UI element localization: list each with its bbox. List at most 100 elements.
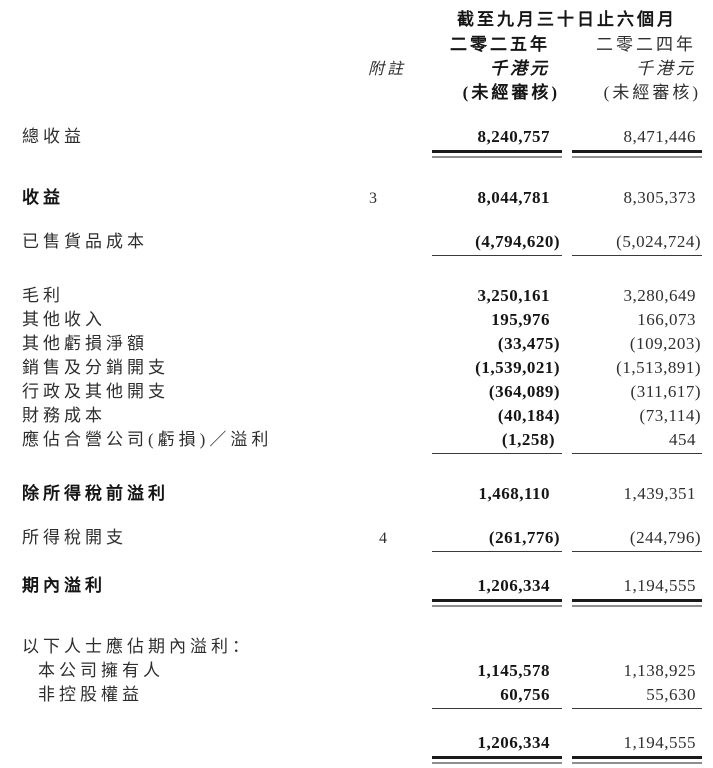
header-audit-row: (未經審核) (未經審核) xyxy=(22,79,702,103)
amount-2025: 8,240,757 xyxy=(477,127,550,147)
rule-spacer xyxy=(355,150,415,158)
table-row: 行政及其他開支 (364,089) (311,617) xyxy=(22,378,702,402)
rule-spacer xyxy=(22,255,355,256)
table-row: 本公司擁有人 1,145,578 1,138,925 xyxy=(22,657,702,681)
amount-2024: 454 xyxy=(669,430,696,450)
row-label: 本公司擁有人 xyxy=(38,661,164,681)
unit-label-2024: 千港元 xyxy=(636,59,696,79)
row-label: 以下人士應佔期內溢利： xyxy=(22,637,253,657)
amount-2024: 55,630 xyxy=(646,685,696,705)
table-row: 期內溢利 1,206,334 1,194,555 xyxy=(22,572,702,596)
amount-2025: (1,258) xyxy=(501,430,555,450)
table-rows: 總收益 8,240,757 8,471,446 收益 3 8,044,781 8,305,3… xyxy=(22,123,702,764)
row-label: 總收益 xyxy=(22,127,85,147)
audit-status-2024: (未經審核) xyxy=(603,83,701,103)
double-rule xyxy=(432,599,562,607)
unit-label-2025: 千港元 xyxy=(490,59,550,79)
row-label: 其他虧損淨額 xyxy=(22,334,148,354)
row-label: 應佔合營公司(虧損)／溢利 xyxy=(22,430,273,450)
row-label: 非控股權益 xyxy=(38,685,143,705)
subtotal-rule-row xyxy=(22,453,702,454)
amount-2025: 3,250,161 xyxy=(477,286,550,306)
double-rule xyxy=(432,150,562,158)
amount-2025: 1,206,334 xyxy=(477,733,550,753)
audit-status-2025: (未經審核) xyxy=(462,83,560,103)
period-title: 截至九月三十日止六個月 xyxy=(457,10,677,30)
single-rule xyxy=(432,255,562,256)
amount-2025: 60,756 xyxy=(500,685,550,705)
rule-spacer xyxy=(22,708,355,709)
header-unit-row: 附註 千港元 千港元 xyxy=(22,55,702,79)
amount-2024: (244,796) xyxy=(629,528,701,548)
double-rule xyxy=(572,150,702,158)
amount-2024: 1,439,351 xyxy=(623,484,696,504)
amount-2025: (364,089) xyxy=(488,382,560,402)
row-label: 其他收入 xyxy=(22,310,106,330)
rule-spacer xyxy=(22,756,355,764)
amount-2024: (311,617) xyxy=(630,382,701,402)
double-rule xyxy=(432,756,562,764)
row-label: 除所得稅前溢利 xyxy=(22,484,169,504)
single-rule xyxy=(432,453,562,454)
table-row: 應佔合營公司(虧損)／溢利 (1,258) 454 xyxy=(22,426,702,450)
amount-2024: (109,203) xyxy=(629,334,701,354)
table-row: 總收益 8,240,757 8,471,446 xyxy=(22,123,702,147)
table-row: 財務成本 (40,184) (73,114) xyxy=(22,402,702,426)
amount-2025: 1,468,110 xyxy=(478,484,550,504)
total-rule-row xyxy=(22,150,702,158)
row-label: 行政及其他開支 xyxy=(22,382,169,402)
double-rule xyxy=(572,599,702,607)
table-row: 非控股權益 60,756 55,630 xyxy=(22,681,702,705)
amount-2025: (1,539,021) xyxy=(475,358,560,378)
single-rule xyxy=(432,551,562,552)
table-row: 所得稅開支 4 (261,776) (244,796) xyxy=(22,524,702,548)
total-rule-row xyxy=(22,756,702,764)
amount-2025: 1,145,578 xyxy=(477,661,550,681)
amount-2025: (33,475) xyxy=(497,334,560,354)
row-note-ref: 3 xyxy=(369,189,377,207)
rule-spacer xyxy=(355,255,415,256)
amount-2025: (261,776) xyxy=(488,528,560,548)
note-column-label: 附註 xyxy=(367,60,406,78)
table-row: 其他收入 195,976 166,073 xyxy=(22,306,702,330)
amount-2024: 3,280,649 xyxy=(623,286,696,306)
row-label: 收益 xyxy=(22,188,64,208)
amount-2024: (1,513,891) xyxy=(616,358,701,378)
row-note-ref: 4 xyxy=(379,529,387,547)
single-rule xyxy=(572,708,702,709)
single-rule xyxy=(572,255,702,256)
single-rule xyxy=(572,551,702,552)
table-row: 除所得稅前溢利 1,468,110 1,439,351 xyxy=(22,480,702,504)
rule-spacer xyxy=(355,599,415,607)
single-rule xyxy=(572,453,702,454)
amount-2025: 1,206,334 xyxy=(477,576,550,596)
amount-2025: (4,794,620) xyxy=(475,232,560,252)
column-year-2025: 二零二五年 xyxy=(450,35,550,55)
rule-spacer xyxy=(22,453,355,454)
row-label: 財務成本 xyxy=(22,406,106,426)
rule-spacer xyxy=(355,756,415,764)
rule-spacer xyxy=(355,708,415,709)
rule-spacer xyxy=(22,551,355,552)
amount-2025: 195,976 xyxy=(491,310,550,330)
table-row: 已售貨品成本 (4,794,620) (5,024,724) xyxy=(22,228,702,252)
row-label: 期內溢利 xyxy=(22,576,106,596)
row-label: 毛利 xyxy=(22,286,64,306)
amount-2024: (73,114) xyxy=(639,406,701,426)
subtotal-rule-row xyxy=(22,708,702,709)
rule-spacer xyxy=(355,453,415,454)
subtotal-rule-row xyxy=(22,551,702,552)
amount-2024: 1,194,555 xyxy=(623,733,696,753)
amount-2025: (40,184) xyxy=(497,406,560,426)
table-row: 以下人士應佔期內溢利： xyxy=(22,633,702,657)
table-row: 銷售及分銷開支 (1,539,021) (1,513,891) xyxy=(22,354,702,378)
amount-2024: 1,194,555 xyxy=(623,576,696,596)
table-row: 毛利 3,250,161 3,280,649 xyxy=(22,282,702,306)
row-label: 已售貨品成本 xyxy=(22,232,148,252)
amount-2024: 1,138,925 xyxy=(623,661,696,681)
amount-2024: 8,305,373 xyxy=(623,188,696,208)
amount-2025: 8,044,781 xyxy=(477,188,550,208)
amount-2024: (5,024,724) xyxy=(616,232,701,252)
subtotal-rule-row xyxy=(22,255,702,256)
